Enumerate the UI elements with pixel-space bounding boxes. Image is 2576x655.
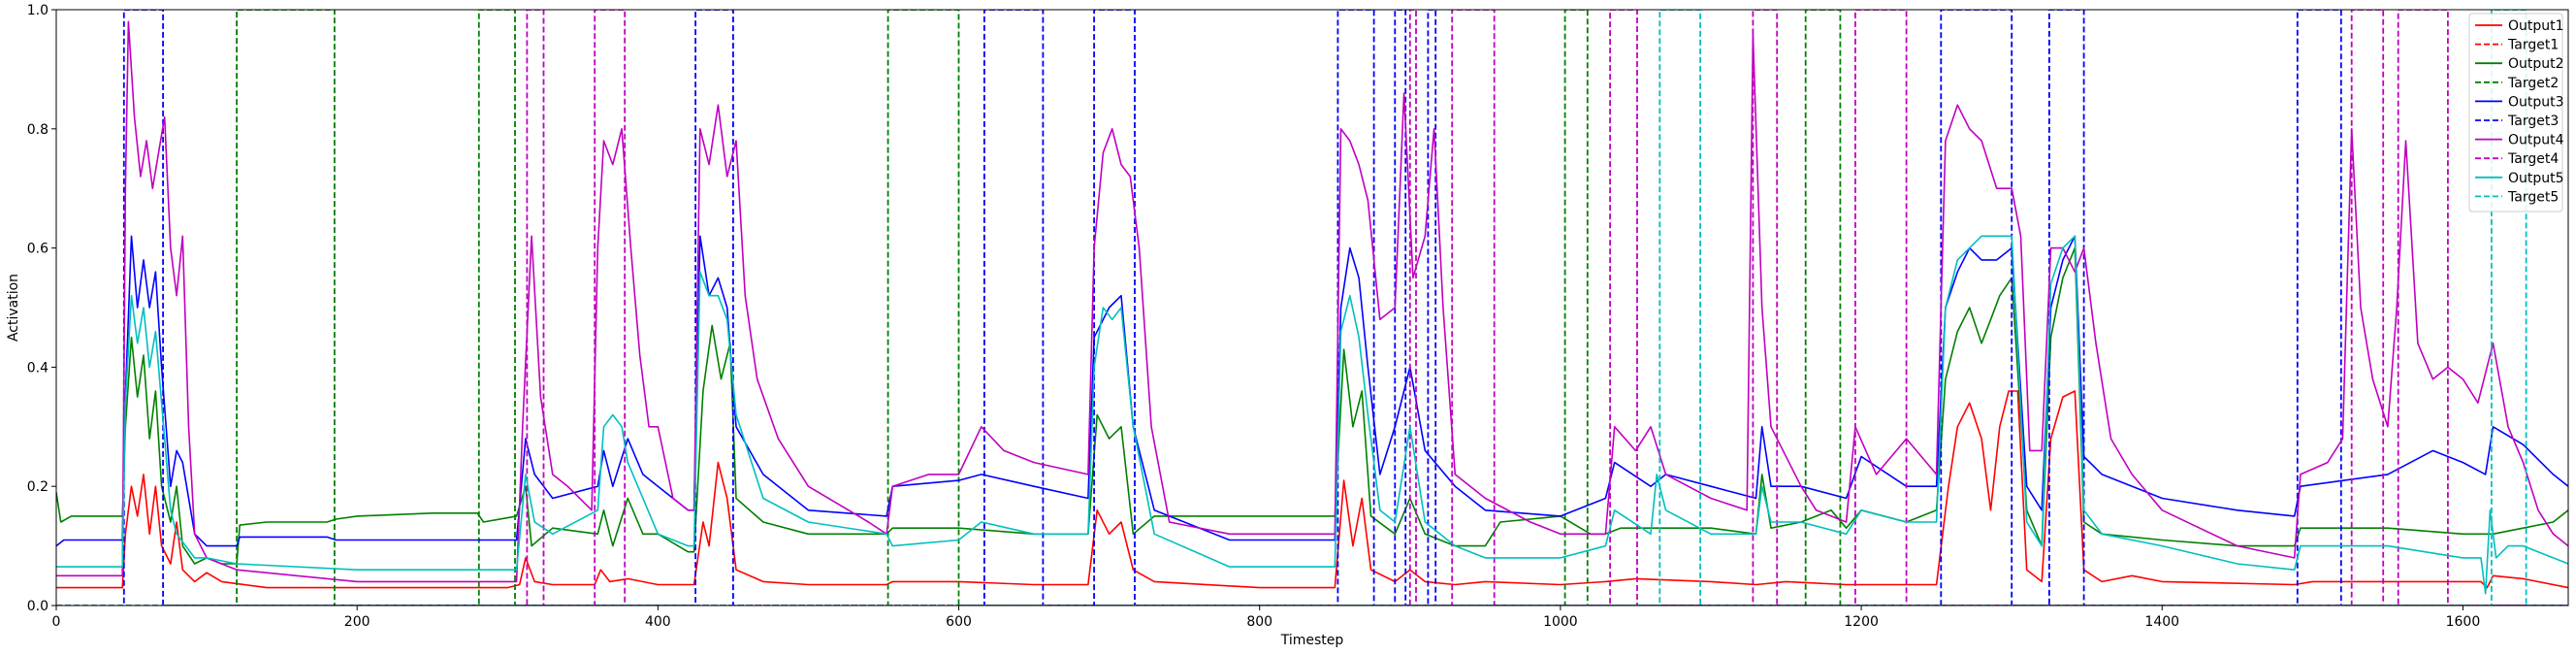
y-tick-label: 0.0 xyxy=(27,599,48,614)
y-tick-label: 0.2 xyxy=(27,479,48,495)
x-tick-label: 0 xyxy=(52,614,61,630)
legend-entry: Output4 xyxy=(2508,133,2564,148)
x-tick-label: 400 xyxy=(645,614,671,630)
x-tick-label: 800 xyxy=(1246,614,1272,630)
y-axis-label: Activation xyxy=(6,274,21,342)
series-layer xyxy=(56,10,2568,606)
y-tick-label: 1.0 xyxy=(27,3,48,18)
y-tick-label: 0.6 xyxy=(27,242,48,257)
series-line-target2 xyxy=(56,10,2568,606)
series-line-output5 xyxy=(56,235,2568,595)
legend-entry: Output1 xyxy=(2508,18,2564,34)
series-line-output3 xyxy=(56,235,2568,547)
legend-entry: Target2 xyxy=(2507,76,2559,91)
y-tick-label: 0.8 xyxy=(27,122,48,138)
legend-entry: Output2 xyxy=(2508,56,2564,72)
series-line-output1 xyxy=(56,390,2568,589)
x-tick-label: 600 xyxy=(946,614,972,630)
ticks-layer: 0 200 400 600 800 1000 1200 1400 1600 0.0 0.2 0.4 0.… xyxy=(27,3,2481,630)
x-tick-label: 1000 xyxy=(1543,614,1578,630)
series-line-output4 xyxy=(56,20,2568,583)
y-tick-label: 0.4 xyxy=(27,360,48,376)
series-line-output2 xyxy=(56,246,2568,565)
x-tick-label: 1400 xyxy=(2144,614,2179,630)
x-axis-label: Timestep xyxy=(1280,633,1344,648)
legend-entry: Output5 xyxy=(2508,171,2564,186)
legend: Output1 Target1 Output2 Target2 Output3 Targe… xyxy=(2468,13,2564,213)
x-tick-label: 1600 xyxy=(2446,614,2481,630)
legend-entry: Target1 xyxy=(2507,38,2559,53)
legend-entry: Output3 xyxy=(2508,94,2564,110)
x-tick-label: 200 xyxy=(344,614,370,630)
plot-frame xyxy=(55,9,2569,606)
legend-entry: Target4 xyxy=(2507,151,2559,167)
x-tick-label: 1200 xyxy=(1844,614,1879,630)
legend-entry: Target5 xyxy=(2507,189,2559,205)
legend-entry: Target3 xyxy=(2507,114,2559,129)
